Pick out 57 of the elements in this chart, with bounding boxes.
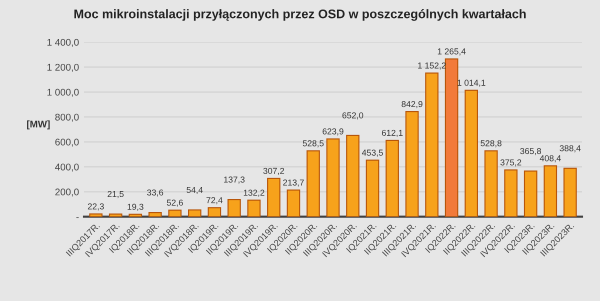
y-tick-label: 200,0	[55, 188, 79, 197]
bar	[148, 212, 162, 217]
bar	[524, 170, 538, 217]
data-label: 19,3	[128, 204, 144, 211]
bar	[544, 165, 558, 217]
data-label: 388,4	[560, 145, 581, 152]
data-label: 612,1	[382, 130, 403, 137]
bar	[108, 213, 122, 217]
data-label: 21,5	[108, 190, 124, 198]
data-label: 453,5	[362, 150, 383, 157]
bar	[306, 150, 320, 217]
data-label: 842,9	[402, 101, 422, 108]
bar	[286, 190, 300, 217]
y-tick-label: -	[76, 217, 79, 218]
bar	[188, 209, 202, 217]
bar	[346, 134, 360, 217]
data-label: 528,5	[302, 140, 324, 148]
bar	[228, 199, 241, 217]
bar	[405, 111, 419, 217]
bar	[247, 200, 261, 217]
bar	[89, 213, 103, 217]
bar	[326, 138, 340, 217]
data-label: 623,9	[322, 128, 344, 136]
bar	[168, 210, 182, 217]
data-label: 137,3	[224, 176, 245, 184]
data-label: 22,3	[88, 203, 104, 210]
bar	[464, 90, 478, 217]
bar	[267, 178, 280, 217]
y-axis-title: [MW]	[27, 120, 50, 130]
bar	[563, 168, 577, 217]
bar	[484, 150, 498, 217]
bar	[386, 140, 399, 217]
data-label: 52,6	[166, 200, 183, 207]
y-tick-label: 1 200,0	[47, 64, 79, 72]
chart-title: Moc mikroinstalacji przyłączonych przez OSD w poszczególnych kwartałach	[74, 9, 526, 21]
data-label: 33,6	[147, 189, 164, 197]
bar	[366, 160, 380, 217]
data-label: 54,4	[186, 186, 203, 194]
data-label: 132,2	[244, 190, 264, 197]
data-label: 375,2	[500, 159, 522, 166]
bar	[208, 207, 222, 217]
y-tick-label: 400,0	[55, 164, 79, 172]
data-label: 72,4	[206, 197, 223, 204]
data-label: 652,0	[342, 112, 364, 120]
data-label: 307,2	[263, 168, 284, 175]
bar	[444, 58, 458, 217]
data-label: 528,8	[480, 140, 502, 148]
bar	[504, 169, 518, 217]
y-tick-label: 1 000,0	[47, 88, 79, 97]
data-label: 213,7	[283, 179, 304, 187]
data-label: 408,4	[540, 155, 561, 162]
y-tick-label: 800,0	[55, 114, 79, 122]
bar	[425, 72, 438, 217]
data-label: 1 265,4	[438, 48, 466, 56]
data-label: 365,8	[520, 148, 542, 156]
y-tick-label: 1 400,0	[47, 38, 79, 47]
y-tick-label: 600,0	[55, 138, 79, 147]
